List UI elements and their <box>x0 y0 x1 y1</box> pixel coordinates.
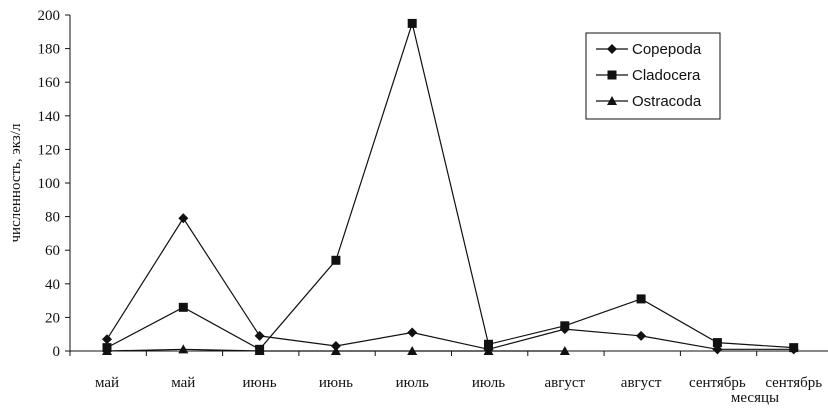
legend-label-copepoda: Copepoda <box>632 41 702 58</box>
cladocera-point <box>484 339 493 349</box>
series-ostracoda <box>102 344 570 355</box>
x-tick-label: сентябрь <box>765 375 822 391</box>
ostracoda-point <box>483 346 494 355</box>
y-tick-label: 180 <box>38 42 61 58</box>
series-cladocera <box>102 18 799 354</box>
y-tick-label: 160 <box>38 75 61 91</box>
copepoda-point <box>330 340 341 351</box>
x-axis-title: месяцы <box>731 390 779 406</box>
legend-label-cladocera: Cladocera <box>632 67 701 84</box>
x-tick-label: май <box>171 375 195 391</box>
y-axis-title: численность, экз/л <box>8 123 24 242</box>
cladocera-point <box>178 302 188 312</box>
y-tick-label: 0 <box>53 344 61 360</box>
x-tick-label: июнь <box>243 375 277 391</box>
series-copepoda <box>102 213 799 355</box>
copepoda-point <box>178 213 189 224</box>
x-tick-label: август <box>544 375 585 391</box>
legend-marker-ostracoda <box>607 96 617 105</box>
legend: Copepoda Cladocera Ostracoda <box>585 32 721 120</box>
y-tick-label: 140 <box>38 109 61 125</box>
x-tick-label: август <box>621 375 662 391</box>
y-tick-label: 200 <box>38 8 61 24</box>
x-tick-label: сентябрь <box>689 375 746 391</box>
y-tick-label: 100 <box>38 176 61 192</box>
cladocera-point <box>560 321 570 331</box>
legend-marker-copepoda <box>607 44 617 54</box>
y-tick-label: 20 <box>45 310 60 326</box>
x-tick-label: июль <box>472 375 505 391</box>
cladocera-point <box>789 343 799 353</box>
copepoda-point <box>407 327 418 338</box>
y-tick-label: 60 <box>45 243 60 259</box>
ostracoda-point <box>178 344 189 354</box>
x-tick-label: июль <box>396 375 429 391</box>
x-tick-label: июнь <box>319 375 353 391</box>
copepoda-point <box>102 334 112 345</box>
ostracoda-point <box>559 346 570 355</box>
ostracoda-point <box>330 346 341 355</box>
legend-label-ostracoda: Ostracoda <box>632 93 702 110</box>
copepoda-line <box>106 217 794 350</box>
ostracoda-point <box>254 346 265 355</box>
cladocera-point <box>331 255 341 265</box>
y-tick-label: 40 <box>45 277 60 293</box>
y-tick-label: 120 <box>38 142 61 158</box>
ostracoda-point <box>102 346 112 355</box>
y-axis-ticks: 0 20 40 60 80 100 120 140 160 180 200 <box>38 8 70 360</box>
cladocera-point <box>636 294 646 304</box>
cladocera-point <box>712 338 722 348</box>
series-group <box>102 18 799 355</box>
y-tick-label: 80 <box>45 210 60 226</box>
x-axis-ticks: май май июнь июнь июль июль август август сентяб… <box>69 351 822 391</box>
cladocera-point <box>407 18 417 28</box>
x-tick-label: май <box>95 375 119 391</box>
copepoda-point <box>254 330 265 341</box>
legend-marker-cladocera <box>607 70 617 80</box>
cladocera-line <box>106 21 794 351</box>
copepoda-point <box>636 330 647 341</box>
ostracoda-point <box>407 346 418 355</box>
